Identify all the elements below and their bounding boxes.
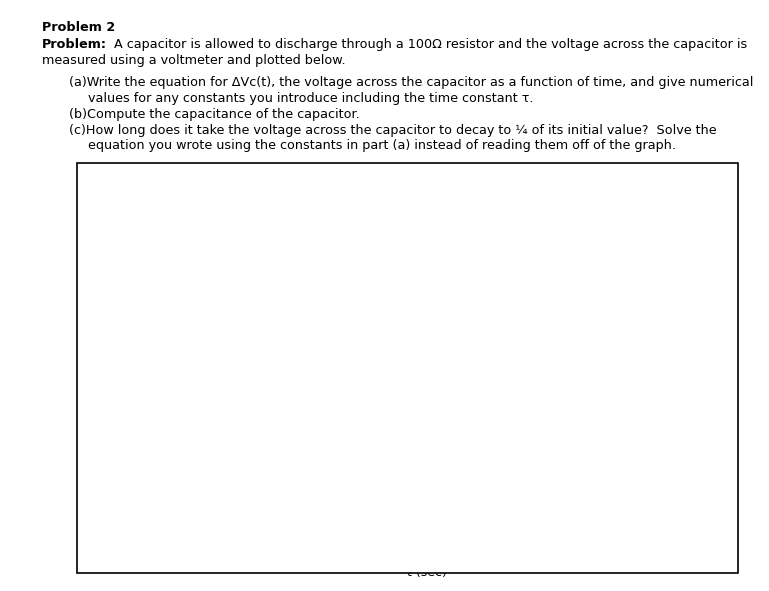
Y-axis label: Vc(t) (Volts): Vc(t) (Volts) <box>87 334 100 408</box>
Text: A capacitor is allowed to discharge through a 100Ω resistor and the voltage acro: A capacitor is allowed to discharge thro… <box>106 38 747 51</box>
Text: (b)Compute the capacitance of the capacitor.: (b)Compute the capacitance of the capaci… <box>69 108 360 121</box>
Text: equation you wrote using the constants in part (a) instead of reading them off o: equation you wrote using the constants i… <box>88 139 677 152</box>
Text: Problem:: Problem: <box>42 38 108 51</box>
Text: Problem 2: Problem 2 <box>42 21 115 34</box>
Text: (c)How long does it take the voltage across the capacitor to decay to ¼ of its i: (c)How long does it take the voltage acr… <box>69 124 717 137</box>
Text: values for any constants you introduce including the time constant τ.: values for any constants you introduce i… <box>88 92 534 105</box>
Text: (a)Write the equation for ΔVᴄ(t), the voltage across the capacitor as a function: (a)Write the equation for ΔVᴄ(t), the vo… <box>69 76 754 89</box>
Text: measured using a voltmeter and plotted below.: measured using a voltmeter and plotted b… <box>42 54 346 67</box>
X-axis label: t (sec): t (sec) <box>407 566 447 579</box>
